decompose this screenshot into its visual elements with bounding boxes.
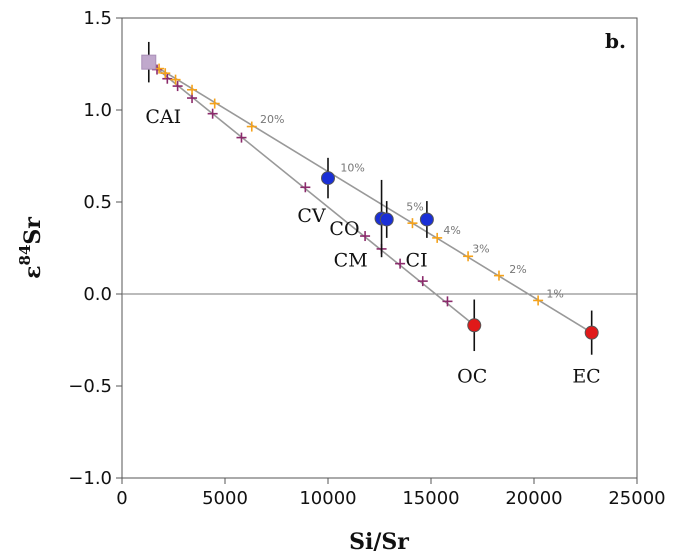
- x-tick-label: 15000: [402, 488, 459, 509]
- upper-mix-point: [533, 295, 544, 306]
- axis-ticks: 0 5000 10000 15000 20000 25000 −1.0 −0.5 0.0 0.5 1…: [68, 8, 665, 509]
- upper-mix-point: [493, 270, 504, 281]
- x-tick-label: 10000: [299, 488, 356, 509]
- lower-mix-point: [172, 81, 183, 92]
- label-oc: OC: [457, 365, 487, 387]
- upper-mix-point: [187, 84, 198, 95]
- ec-point: [584, 325, 599, 340]
- label-ci: CI: [406, 249, 428, 271]
- upper-mix-point: [246, 121, 257, 132]
- upper-mix-point: [160, 68, 171, 79]
- percent-label: 5%: [406, 200, 423, 213]
- cm-point: [379, 212, 394, 227]
- x-tick-label: 5000: [202, 488, 248, 509]
- label-ec: EC: [572, 365, 600, 387]
- percent-label: 3%: [472, 243, 489, 256]
- label-cm: CM: [334, 249, 368, 271]
- label-co: CO: [329, 218, 359, 240]
- upper-mix-point: [209, 98, 220, 109]
- mixing-points: [152, 63, 544, 307]
- lower-mix-point: [162, 73, 173, 84]
- percent-label: 20%: [260, 113, 284, 126]
- y-tick-label: −1.0: [68, 468, 112, 489]
- meteorite-points: [141, 41, 599, 355]
- y-axis-title-tail: Sr: [20, 217, 46, 245]
- percent-label: 2%: [509, 263, 526, 276]
- ci-point: [419, 212, 434, 227]
- mixing-line: [148, 61, 593, 334]
- mixing-line: [148, 61, 475, 326]
- lower-mix-point: [236, 132, 247, 143]
- y-tick-label: 0.0: [83, 284, 112, 305]
- y-axis-title-sup: 84: [16, 245, 34, 266]
- lower-mix-point: [207, 108, 218, 119]
- lower-mix-point: [395, 258, 406, 269]
- percent-labels: 20% 10% 5% 4% 3% 2% 1%: [260, 113, 564, 301]
- y-axis-title: ε84Sr: [16, 217, 46, 279]
- y-axis-title-main: ε: [20, 265, 46, 278]
- x-axis-title: Si/Sr: [349, 529, 409, 555]
- y-tick-label: −0.5: [68, 376, 112, 397]
- lower-mix-point: [442, 296, 453, 307]
- y-tick-label: 0.5: [83, 192, 112, 213]
- label-cv: CV: [297, 205, 326, 227]
- panel-label: b.: [605, 29, 626, 53]
- x-tick-label: 20000: [505, 488, 562, 509]
- cv-point: [321, 171, 335, 186]
- upper-mix-point: [432, 232, 443, 243]
- oc-point: [467, 318, 482, 333]
- lower-mix-point: [300, 182, 311, 193]
- y-tick-label: 1.5: [83, 8, 112, 29]
- plot-frame: [121, 17, 638, 479]
- percent-label: 10%: [340, 162, 364, 175]
- percent-label: 4%: [443, 224, 460, 237]
- upper-mix-point: [407, 218, 418, 229]
- cai-point: [141, 54, 157, 70]
- x-tick-label: 25000: [608, 488, 665, 509]
- percent-label: 1%: [546, 288, 563, 301]
- upper-mix-point: [463, 251, 474, 262]
- upper-mix-point: [170, 74, 181, 85]
- label-cai: CAI: [145, 106, 181, 128]
- lower-mix-point: [360, 231, 371, 242]
- x-tick-label: 0: [116, 488, 127, 509]
- lower-mix-point: [417, 276, 428, 287]
- y-tick-label: 1.0: [83, 100, 112, 121]
